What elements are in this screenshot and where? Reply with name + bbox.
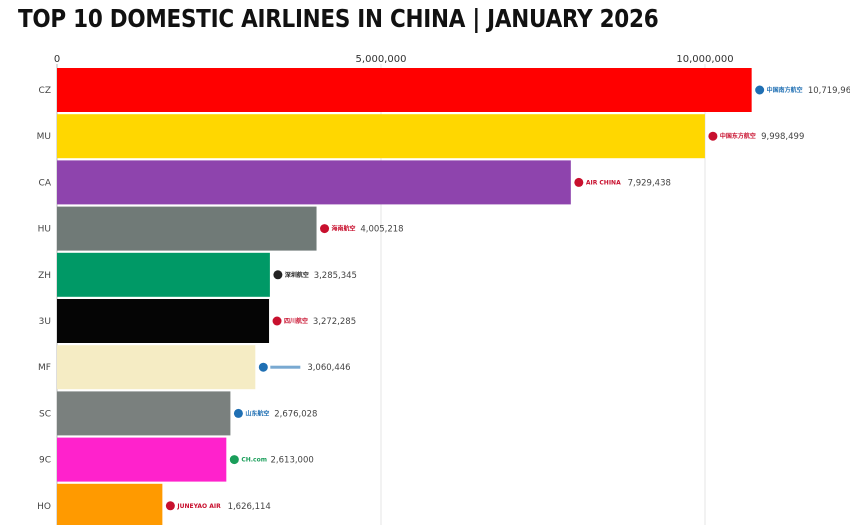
- logo-emblem: [233, 408, 243, 418]
- bar: [57, 345, 256, 390]
- logo-text: 山东航空: [245, 409, 269, 417]
- shandong-airlines-logo: 山东航空: [233, 408, 269, 418]
- value-label: 2,613,000: [271, 456, 314, 466]
- logo-emblem: [165, 501, 175, 511]
- logo-emblem: [272, 316, 282, 326]
- x-tick-label: 5,000,000: [356, 54, 407, 65]
- category-label: SC: [39, 409, 51, 419]
- value-label: 3,060,446: [307, 363, 350, 373]
- juneyao-airlines-logo: JUNEYAO AIR: [165, 501, 221, 511]
- china-eastern-logo: 中国东方航空: [708, 131, 756, 141]
- logo-text: 深圳航空: [285, 271, 309, 279]
- category-label: MU: [37, 132, 51, 142]
- bar: [57, 252, 270, 297]
- sichuan-airlines-logo: 四川航空: [272, 316, 308, 326]
- bar: [57, 114, 705, 159]
- logo-emblem: [708, 131, 718, 141]
- category-label: 9C: [39, 456, 51, 466]
- value-label: 2,676,028: [274, 409, 317, 419]
- shenzhen-airlines-logo: 深圳航空: [273, 270, 309, 280]
- logo-text: CH.com: [241, 457, 267, 464]
- logo-text: 中国东方航空: [720, 132, 756, 140]
- bar: [57, 68, 752, 112]
- logo-text: 海南航空: [332, 225, 356, 233]
- category-label: CZ: [39, 86, 51, 96]
- value-label: 9,998,499: [761, 132, 804, 142]
- value-label: 3,272,285: [313, 317, 356, 327]
- bar: [57, 483, 163, 525]
- china-southern-logo: 中国南方航空: [755, 85, 803, 95]
- logo-text: AIR CHINA: [586, 179, 621, 186]
- value-label: 1,626,114: [228, 502, 271, 512]
- chart-title: TOP 10 DOMESTIC AIRLINES IN CHINA | JANU…: [18, 4, 659, 33]
- x-tick-label: 10,000,000: [676, 54, 733, 65]
- air-china-logo: AIR CHINA: [574, 177, 621, 187]
- logo-emblem: [229, 455, 239, 465]
- logo-emblem: [258, 362, 268, 372]
- logo-text: 中国南方航空: [767, 86, 803, 94]
- value-label: 10,719,968: [808, 86, 850, 96]
- spring-airlines-logo: CH.com: [229, 455, 267, 465]
- bar: [57, 437, 227, 482]
- logo-emblem: [574, 177, 584, 187]
- value-label: 7,929,438: [628, 178, 671, 188]
- category-label: 3U: [39, 317, 51, 327]
- category-label: ZH: [38, 271, 51, 281]
- xiamen-airlines-logo: [258, 362, 301, 372]
- bar: [57, 391, 231, 436]
- logo-text: JUNEYAO AIR: [176, 503, 221, 510]
- bar: [57, 299, 270, 343]
- logo-text: 四川航空: [284, 317, 308, 325]
- bar: [57, 160, 571, 205]
- category-label: HU: [38, 225, 51, 235]
- logo-wordmark: [270, 365, 301, 369]
- logo-emblem: [320, 224, 330, 234]
- logo-emblem: [755, 85, 765, 95]
- category-label: HO: [37, 502, 51, 512]
- x-tick-label: 0: [54, 54, 60, 65]
- logo-emblem: [273, 270, 283, 280]
- bar: [57, 206, 317, 251]
- hainan-airlines-logo: 海南航空: [320, 224, 356, 234]
- category-label: CA: [39, 178, 52, 188]
- category-label: MF: [38, 363, 51, 373]
- value-label: 3,285,345: [314, 271, 357, 281]
- value-label: 4,005,218: [360, 225, 403, 235]
